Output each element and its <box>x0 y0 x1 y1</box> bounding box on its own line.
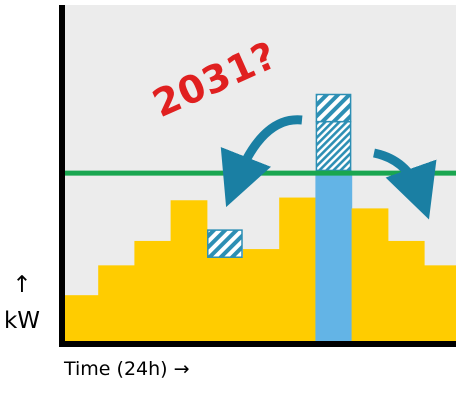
peak-load-block <box>315 93 352 123</box>
bar <box>134 240 172 344</box>
x-axis-label: Time (24h) → <box>64 358 190 380</box>
shifted-load-blocks <box>207 93 352 258</box>
shift-right-arrow <box>372 148 437 220</box>
y-axis-arrow: ↑ <box>12 272 32 298</box>
bar-series <box>62 170 456 344</box>
shifted-load-block <box>207 229 243 258</box>
bar <box>62 295 99 344</box>
bar <box>424 265 456 344</box>
peak-load-block <box>315 120 352 172</box>
bar <box>243 249 280 344</box>
bar <box>279 197 316 344</box>
bar <box>170 200 208 344</box>
bar <box>98 265 135 344</box>
bar <box>206 257 244 344</box>
shift-left-arrow <box>220 115 303 208</box>
bar <box>387 240 425 344</box>
bar-peak <box>315 170 353 344</box>
bar <box>351 208 389 344</box>
y-axis-label: kW <box>3 308 41 334</box>
